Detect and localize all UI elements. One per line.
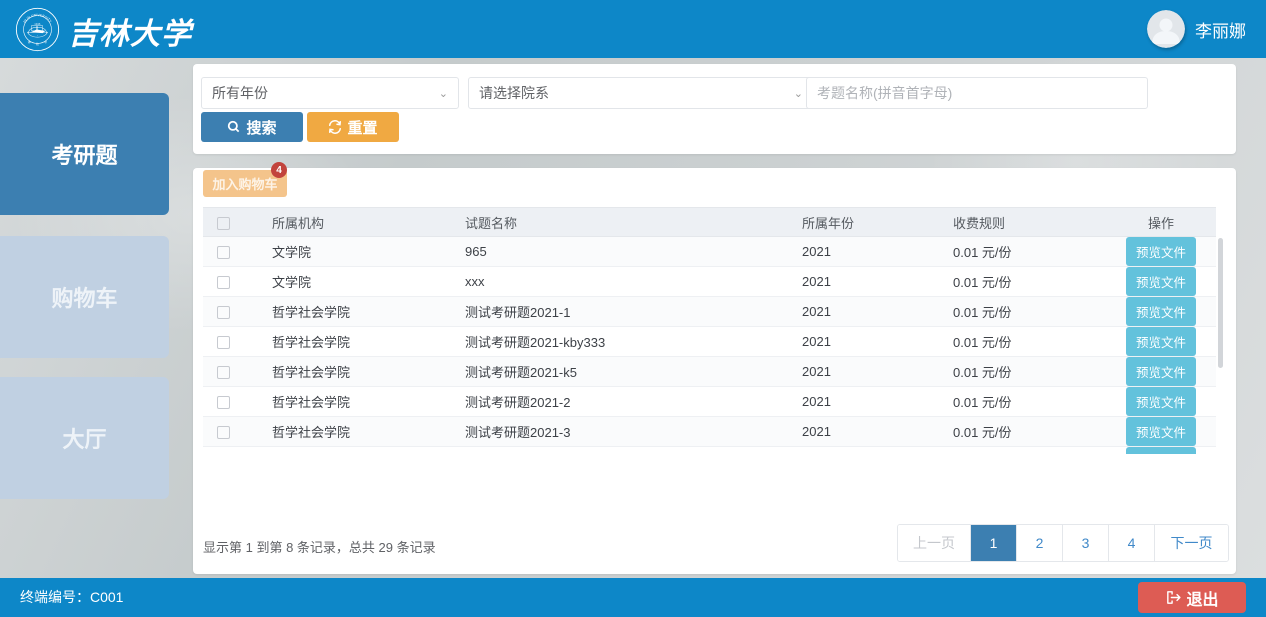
- svg-text:JILIN UNIVERSITY · CHINA: JILIN UNIVERSITY · CHINA: [15, 7, 53, 24]
- svg-text:校: 校: [36, 42, 39, 46]
